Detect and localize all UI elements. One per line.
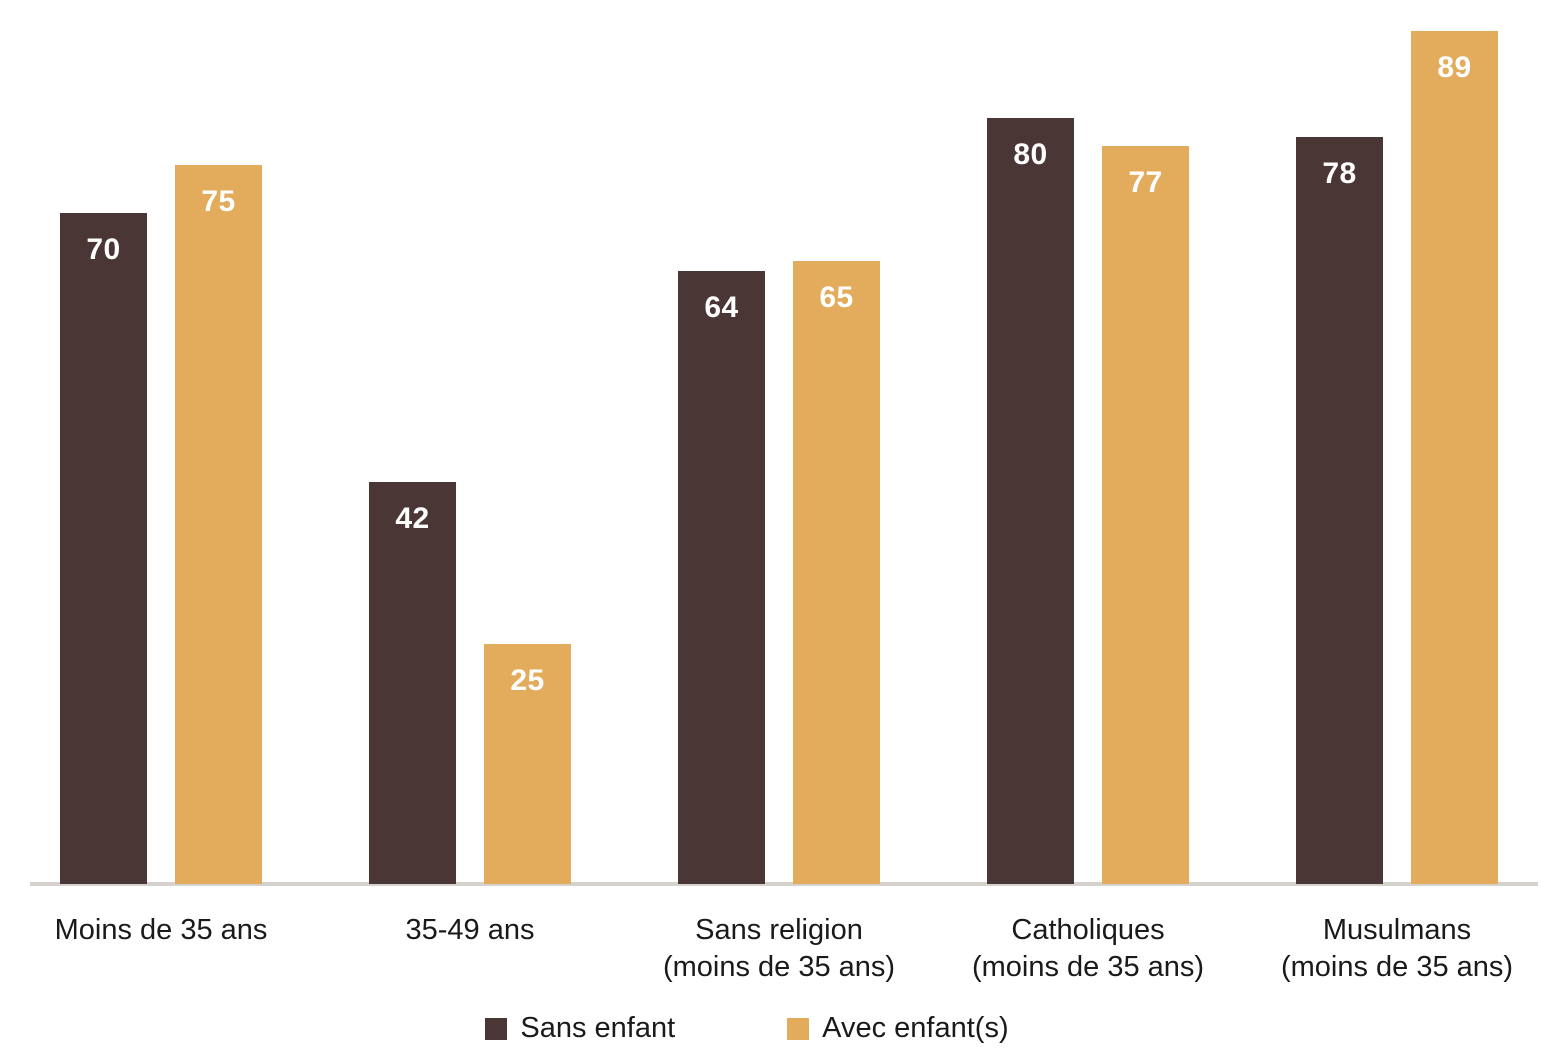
bar-value-label: 25 bbox=[510, 664, 545, 697]
bar-value-label: 77 bbox=[1128, 166, 1163, 199]
bar-value-label: 65 bbox=[819, 281, 854, 314]
plot-area: 70 75 Moins de 35 ans 42 25 35-49 ans 64 65 Sans… bbox=[30, 31, 1538, 983]
bar-value-label: 64 bbox=[704, 291, 739, 324]
legend-item-sans-enfant: Sans enfant bbox=[485, 1012, 675, 1045]
legend-item-avec-enfants: Avec enfant(s) bbox=[787, 1012, 1009, 1045]
bar-value-label: 78 bbox=[1322, 157, 1357, 190]
bar-sans-enfant-musulmans-moins-de-35-ans: 78 bbox=[1296, 137, 1383, 884]
x-axis-category-label-35-49-ans: 35-49 ans bbox=[405, 914, 535, 946]
bar-avec-enfant-s-moins-de-35-ans: 75 bbox=[175, 165, 262, 884]
legend-label-avec-enfants: Avec enfant(s) bbox=[822, 1012, 1009, 1044]
bar-sans-enfant-catholiques-moins-de-35-ans: 80 bbox=[987, 118, 1074, 884]
bar-avec-enfant-s-musulmans-moins-de-35-ans: 89 bbox=[1411, 31, 1498, 884]
chart-legend: Sans enfant Avec enfant(s) bbox=[0, 1012, 1525, 1045]
bar-avec-enfant-s-35-49-ans: 25 bbox=[484, 644, 571, 884]
legend-swatch-avec-enfants-icon bbox=[787, 1017, 810, 1040]
bar-value-label: 42 bbox=[395, 502, 430, 535]
x-axis-category-label-musulmans-moins-de-35-ans: Musulmans (moins de 35 ans) bbox=[1280, 914, 1514, 983]
bar-sans-enfant-sans-religion-moins-de-35-ans: 64 bbox=[678, 271, 765, 884]
x-axis-category-label-moins-de-35-ans: Moins de 35 ans bbox=[54, 914, 268, 946]
x-axis-category-label-sans-religion-moins-de-35-ans: Sans religion (moins de 35 ans) bbox=[662, 914, 896, 983]
x-axis-category-label-catholiques-moins-de-35-ans: Catholiques (moins de 35 ans) bbox=[971, 914, 1205, 983]
legend-label-sans-enfant: Sans enfant bbox=[520, 1012, 676, 1044]
bar-value-label: 80 bbox=[1013, 138, 1048, 171]
bar-value-label: 89 bbox=[1437, 51, 1472, 84]
bar-value-label: 70 bbox=[86, 233, 121, 266]
bar-avec-enfant-s-catholiques-moins-de-35-ans: 77 bbox=[1102, 146, 1189, 884]
bar-value-label: 75 bbox=[201, 185, 236, 218]
bar-avec-enfant-s-sans-religion-moins-de-35-ans: 65 bbox=[793, 261, 880, 884]
bar-sans-enfant-35-49-ans: 42 bbox=[369, 482, 456, 884]
legend-swatch-sans-enfant-icon bbox=[485, 1017, 508, 1040]
x-axis-line bbox=[30, 882, 1538, 886]
bar-sans-enfant-moins-de-35-ans: 70 bbox=[60, 213, 147, 884]
